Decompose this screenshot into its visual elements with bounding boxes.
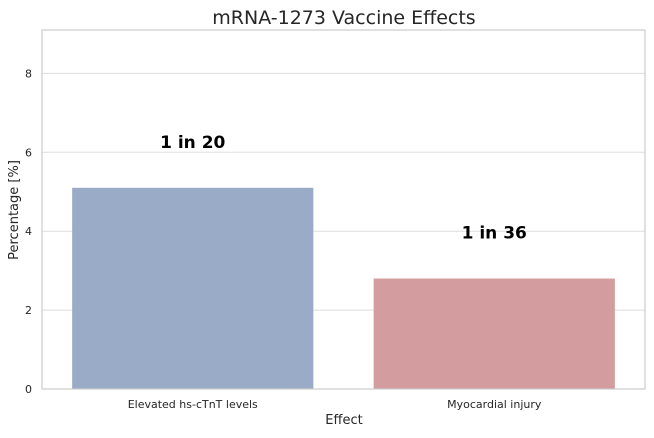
- data-labels: 1 in 20 1 in 36: [160, 133, 527, 244]
- bar: [373, 278, 615, 389]
- bar-data-label: 1 in 36: [462, 224, 527, 244]
- y-ticks: 0 2 4 6 8: [25, 67, 32, 396]
- bar-data-label: 1 in 20: [160, 133, 225, 153]
- y-tick-label: 6: [25, 146, 32, 159]
- y-tick-label: 8: [25, 67, 32, 80]
- x-ticks: Elevated hs-cTnT levels Myocardial injury: [128, 398, 542, 411]
- x-tick-label: Myocardial injury: [447, 398, 542, 411]
- x-tick-label: Elevated hs-cTnT levels: [128, 398, 258, 411]
- y-tick-label: 4: [25, 225, 32, 238]
- chart-title: mRNA-1273 Vaccine Effects: [212, 7, 475, 29]
- bars: [72, 187, 615, 389]
- y-axis-label: Percentage [%]: [7, 160, 22, 260]
- bar: [72, 187, 314, 389]
- plot-frame: [41, 29, 646, 390]
- y-tick-label: 2: [25, 304, 32, 317]
- y-tick-label: 0: [25, 383, 32, 396]
- x-axis-label: Effect: [325, 413, 362, 428]
